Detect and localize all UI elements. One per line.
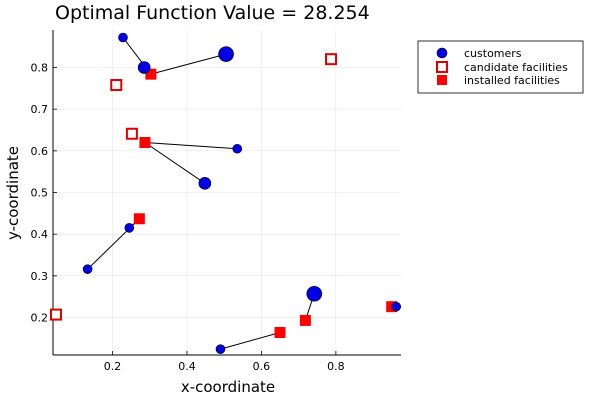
legend-marker-customers <box>436 47 448 59</box>
y-tick-label: 0.3 <box>31 270 49 283</box>
x-tick-label: 0.2 <box>104 360 122 373</box>
grid <box>53 30 401 355</box>
candidate-facility-marker <box>325 53 338 66</box>
x-tick-label: 0.4 <box>178 360 196 373</box>
candidate-facility-marker <box>125 127 138 140</box>
y-tick-label: 0.6 <box>31 145 49 158</box>
y-tick-label: 0.7 <box>31 103 49 116</box>
candidate-facilities <box>49 53 338 321</box>
axes <box>52 30 401 356</box>
candidate-facility-marker <box>49 308 62 321</box>
y-tick-label: 0.2 <box>31 312 49 325</box>
installed-facility-marker <box>145 68 157 80</box>
customer-marker <box>137 61 151 74</box>
installed-facility-marker <box>274 327 286 338</box>
x-tick-label: 0.6 <box>253 360 271 373</box>
customer-marker <box>232 143 243 154</box>
y-tick-label: 0.8 <box>31 62 49 75</box>
assignment-line <box>144 142 206 184</box>
customer-marker <box>124 223 135 233</box>
installed-facility-marker <box>139 137 151 148</box>
assignment-line <box>144 142 238 150</box>
customer-marker <box>391 301 401 312</box>
legend: customers candidate facilities installed… <box>417 40 584 94</box>
assignment-line <box>150 53 227 75</box>
customer-marker <box>215 344 226 354</box>
customer-marker <box>218 46 234 62</box>
customer-marker <box>306 285 323 302</box>
assignment-lines <box>87 37 397 350</box>
customer-marker <box>118 32 128 43</box>
candidate-facility-marker <box>110 79 123 91</box>
legend-label-candidate: candidate facilities <box>464 61 568 74</box>
chart-title: Optimal Function Value = 28.254 <box>55 2 370 24</box>
y-axis-label: y-coordinate <box>4 146 22 240</box>
legend-label-installed: installed facilities <box>464 74 560 87</box>
x-axis-label: x-coordinate <box>181 378 275 396</box>
customers <box>82 32 401 354</box>
y-tick-label: 0.4 <box>31 228 49 241</box>
x-tick-label: 0.8 <box>327 360 345 373</box>
assignment-line <box>220 332 281 350</box>
installed-facility-marker <box>133 213 145 225</box>
customer-marker <box>82 264 93 274</box>
installed-facility-marker <box>299 314 311 326</box>
tick-labels: 0.2 0.4 0.6 0.8 0.2 0.3 0.4 0.5 0.6 0.7 0.8 <box>31 62 345 374</box>
legend-marker-candidate <box>436 61 448 73</box>
y-tick-label: 0.5 <box>31 187 49 200</box>
customer-marker <box>198 177 212 190</box>
legend-marker-installed <box>437 75 447 85</box>
legend-label-customers: customers <box>464 47 522 60</box>
